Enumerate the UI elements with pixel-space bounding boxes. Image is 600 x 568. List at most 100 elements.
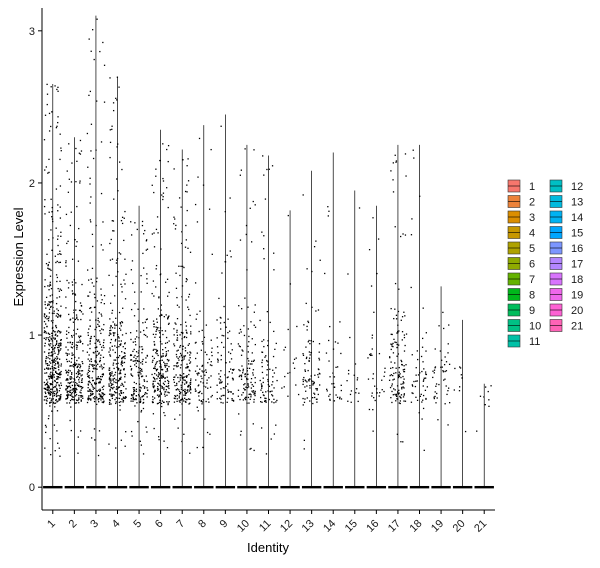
point [142,398,145,401]
point [479,395,482,397]
point [71,377,73,379]
point [53,310,55,312]
point [94,328,96,331]
point [100,332,102,335]
point [394,154,396,156]
point [102,41,104,44]
point [59,261,62,264]
point [87,344,89,346]
point [89,90,92,93]
point [187,180,190,182]
point [187,385,189,388]
point [353,374,355,376]
point [267,390,269,392]
point [80,318,82,321]
point [160,304,162,306]
point [118,397,121,400]
point [90,150,92,152]
point [99,375,102,378]
point [416,380,418,382]
point [164,281,167,283]
point [132,387,135,389]
point [100,396,102,398]
point [124,210,126,213]
point [394,341,396,343]
point [179,377,181,379]
point [425,332,427,334]
point [89,307,91,310]
point [179,379,182,381]
point [239,370,241,372]
point [163,389,165,391]
point [58,352,60,354]
point [166,341,169,344]
point [100,354,102,356]
point [44,213,46,215]
point [108,274,110,277]
point [72,366,75,368]
points-8 [194,137,213,449]
point [179,367,182,369]
violin-group-4 [107,76,128,489]
point [246,367,249,369]
point [117,397,119,399]
point [115,97,117,100]
point [373,311,375,313]
point [46,83,48,86]
point [174,218,176,220]
point [60,289,63,292]
point [181,375,183,377]
point [216,358,219,360]
point [439,350,442,352]
point [267,364,269,366]
point [55,367,57,370]
point [395,161,397,163]
point [245,224,248,227]
point [97,377,99,380]
point [399,235,402,238]
point [54,338,56,341]
point [178,265,180,267]
point [183,394,185,396]
point [153,377,156,380]
point [96,378,98,380]
point [173,216,175,218]
point [394,362,396,364]
point [185,239,187,241]
point [88,328,90,330]
point [308,380,310,382]
point [65,385,68,387]
point [109,242,111,245]
point [75,181,77,183]
violin-group-16 [366,205,387,489]
point [209,386,212,388]
point [424,377,427,379]
point [81,283,83,286]
point [116,324,118,326]
point [73,311,75,314]
point [340,384,342,387]
point [102,356,105,359]
point [219,382,221,384]
point [57,235,59,237]
point [49,345,51,347]
point [89,183,91,185]
point [350,401,352,403]
point [74,362,76,364]
point [398,392,400,394]
point [271,401,273,403]
point [167,160,169,163]
point [197,385,199,387]
point [400,383,402,385]
point [230,391,232,393]
point [394,308,396,310]
point [59,314,62,317]
point [95,149,97,151]
point [424,389,427,392]
point [96,339,98,341]
point [461,377,463,379]
point [68,326,70,329]
point [391,385,393,387]
point [444,356,446,358]
point [133,389,135,391]
